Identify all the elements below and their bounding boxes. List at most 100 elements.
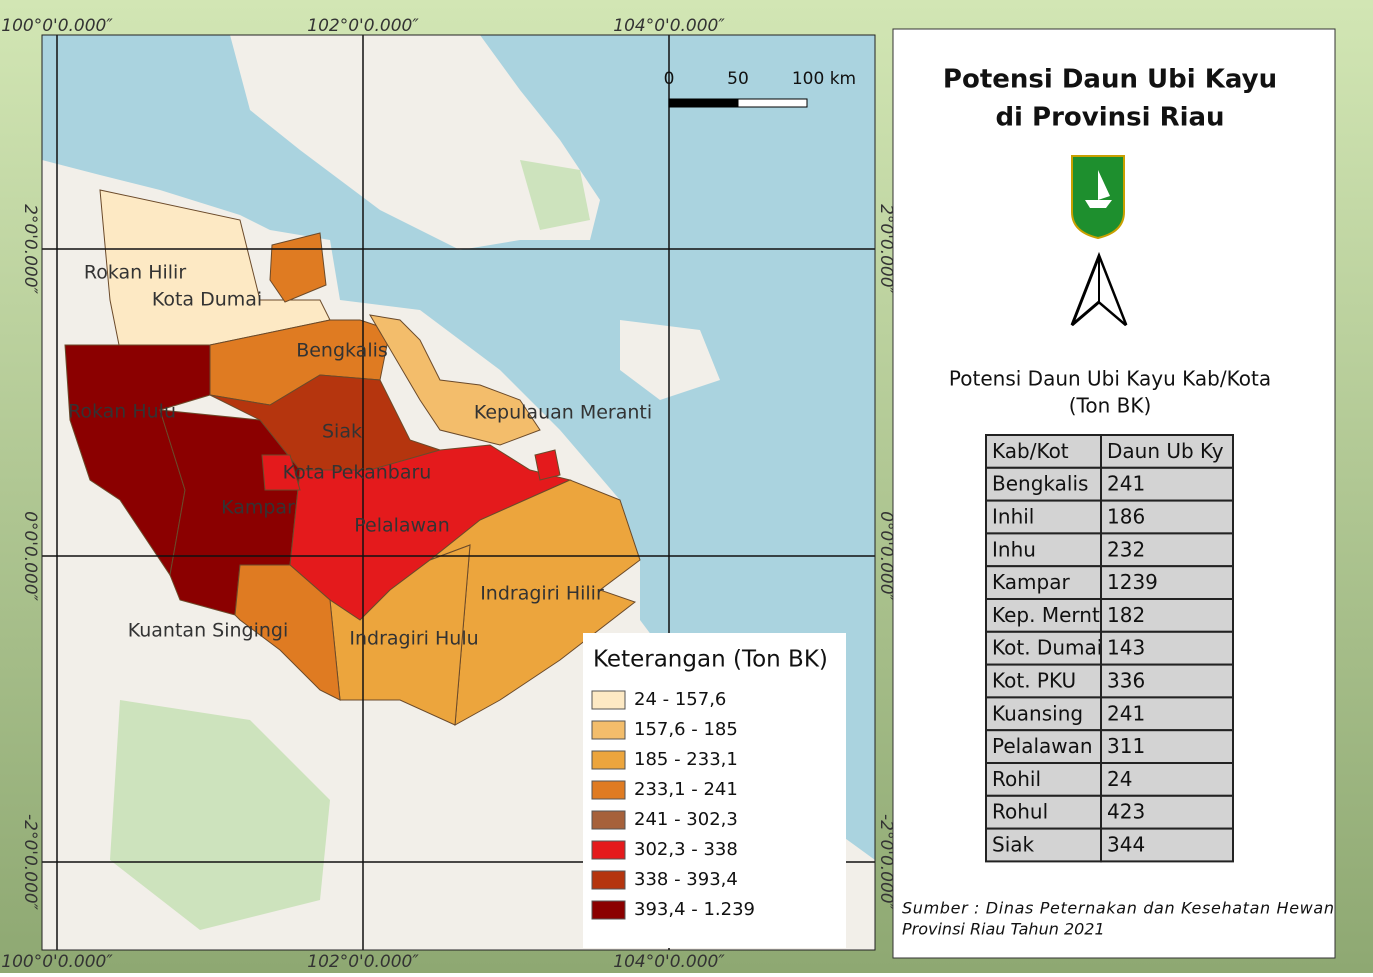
table-cell <box>1100 696 1234 732</box>
table-cell <box>1100 630 1234 666</box>
land <box>620 320 720 400</box>
table-header: Kab/Kot <box>992 439 1069 463</box>
land <box>230 35 600 250</box>
table-cell <box>985 532 1102 568</box>
table-text: 182 <box>1107 603 1145 627</box>
table-text: 423 <box>1107 800 1145 824</box>
legend-swatch <box>591 870 626 890</box>
table-text: 186 <box>1107 505 1145 529</box>
table-cell <box>985 466 1102 502</box>
table-text: 336 <box>1107 669 1145 693</box>
frame-border <box>41 34 876 951</box>
table-cell <box>985 598 1102 633</box>
legend-label: 24 - 157,6 <box>634 689 726 710</box>
table-text: 344 <box>1107 833 1145 857</box>
table-text: Rohil <box>992 767 1041 791</box>
scale-label: 50 <box>727 69 749 89</box>
coord-label-right: 2°0'0.000″ <box>876 204 896 294</box>
region-label: Indragiri Hulu <box>349 628 478 650</box>
region-kuansing <box>234 564 341 701</box>
table-text: 1239 <box>1107 570 1158 594</box>
forest <box>110 700 330 930</box>
region-pekanbaru <box>261 454 301 491</box>
source-note: Provinsi Riau Tahun 2021 <box>902 920 1105 939</box>
legend-box <box>583 633 846 948</box>
coord-label-right: 0°0'0.000″ <box>876 511 896 601</box>
table-cell <box>1100 729 1234 765</box>
table-cell <box>985 499 1102 535</box>
legend-swatch <box>591 720 626 740</box>
region-label: Kota Pekanbaru <box>283 462 432 484</box>
table-text: 241 <box>1107 701 1145 725</box>
coord-label-top: 104°0'0.000″ <box>613 16 725 36</box>
table-cell <box>985 434 1102 469</box>
table-text: 241 <box>1107 472 1145 496</box>
legend-label: 185 - 233,1 <box>634 749 738 770</box>
emblem <box>1071 155 1125 240</box>
legend-swatch <box>591 900 626 920</box>
forest <box>520 160 590 230</box>
north-arrow-half <box>1098 255 1127 326</box>
table-text: 232 <box>1107 537 1145 561</box>
legend-title: Keterangan (Ton BK) <box>593 647 828 673</box>
coord-label-left: -2°0'0.000″ <box>20 814 40 911</box>
table-cell <box>985 827 1102 863</box>
table-header: Daun Ub Ky <box>1107 439 1224 463</box>
legend-label: 302,3 - 338 <box>634 839 738 860</box>
coord-label-bottom: 104°0'0.000″ <box>613 952 725 972</box>
table-text: Siak <box>992 833 1035 857</box>
region-bengkalis-island <box>269 232 327 303</box>
table-cell <box>1100 598 1234 633</box>
scale-label: 0 <box>664 69 675 89</box>
coord-label-left: 2°0'0.000″ <box>20 204 40 294</box>
table-text: 24 <box>1107 767 1132 791</box>
table-text: Kep. Mernt <box>992 603 1100 627</box>
legend-label: 393,4 - 1.239 <box>634 899 755 920</box>
table-cell <box>1100 663 1234 699</box>
table-text: Kot. PKU <box>992 669 1076 693</box>
scale-bar-black <box>668 98 739 108</box>
legend-swatch <box>591 810 626 830</box>
coord-label-left: 0°0'0.000″ <box>20 511 40 601</box>
panel-title: di Provinsi Riau <box>995 103 1224 133</box>
scale-label: 100 km <box>792 69 856 89</box>
table-text: Kampar <box>992 570 1070 594</box>
table-cell <box>1100 762 1234 797</box>
coord-label-bottom: 102°0'0.000″ <box>307 952 419 972</box>
coord-label-bottom: 100°0'0.000″ <box>1 952 113 972</box>
legend-label: 157,6 - 185 <box>634 719 738 740</box>
table-text: Inhil <box>992 505 1034 529</box>
region-label: Bengkalis <box>296 340 388 362</box>
table-cell <box>1100 794 1234 830</box>
panel-title: Potensi Daun Ubi Kayu <box>943 65 1277 95</box>
scale-bar-white <box>737 98 808 108</box>
table-text: Kot. Dumai <box>992 636 1102 660</box>
source-note: Sumber : Dinas Peternakan dan Kesehatan … <box>902 899 1334 918</box>
table-cell <box>1100 499 1234 535</box>
table-cell <box>1100 434 1234 469</box>
coord-label-right: -2°0'0.000″ <box>876 814 896 911</box>
region-label: Kepulauan Meranti <box>474 402 652 424</box>
region-meranti <box>369 314 541 446</box>
table-text: Inhu <box>992 537 1036 561</box>
legend-label: 233,1 - 241 <box>634 779 738 800</box>
table-text: Pelalawan <box>992 734 1093 758</box>
region-label: Rokan Hilir <box>84 262 186 284</box>
table-text: 143 <box>1107 636 1145 660</box>
region-island <box>534 449 561 481</box>
coord-label-top: 102°0'0.000″ <box>307 16 419 36</box>
region-label: Siak <box>322 421 362 443</box>
region-label: Kampar <box>221 497 295 519</box>
table-cell <box>1100 565 1234 601</box>
region-label: Rokan Hulu <box>68 401 176 423</box>
legend-swatch <box>591 750 626 770</box>
map-frame <box>41 34 876 951</box>
legend-swatch <box>591 840 626 860</box>
legend-label: 241 - 302,3 <box>634 809 738 830</box>
region-siak <box>209 374 442 471</box>
emblem-ship <box>1085 170 1112 208</box>
region-label: Kota Dumai <box>152 289 262 311</box>
north-arrow <box>1070 251 1128 327</box>
